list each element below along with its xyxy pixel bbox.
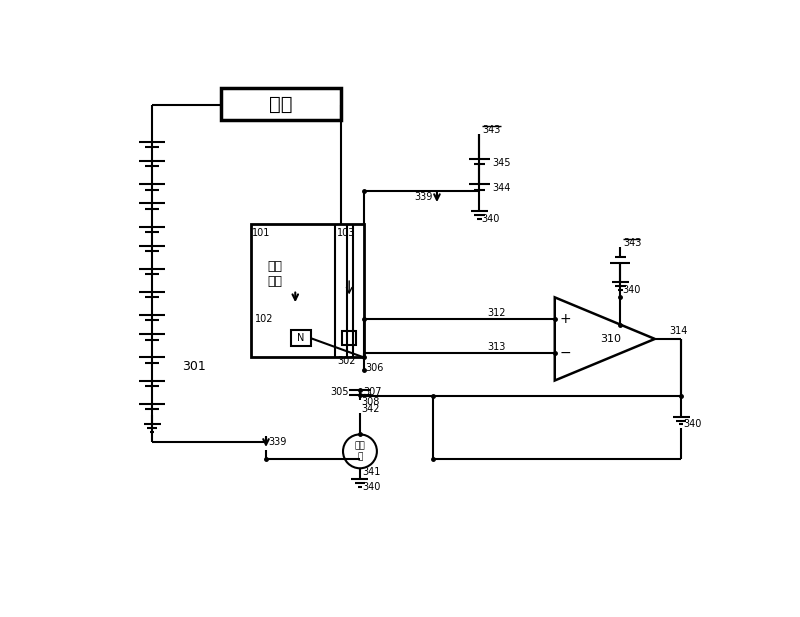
Text: 339: 339 <box>268 437 286 447</box>
Bar <box>290 331 310 346</box>
Text: 313: 313 <box>487 342 506 352</box>
Text: 308: 308 <box>362 397 380 407</box>
Text: 341: 341 <box>362 467 381 477</box>
Text: 电流
计: 电流 计 <box>354 442 366 461</box>
Text: 340: 340 <box>482 214 500 224</box>
Text: 343: 343 <box>623 238 642 249</box>
Text: 102: 102 <box>254 314 273 324</box>
Text: 101: 101 <box>252 228 270 238</box>
Text: 342: 342 <box>362 404 380 414</box>
Text: 310: 310 <box>601 334 622 344</box>
Text: 103: 103 <box>337 228 355 238</box>
Text: +: + <box>560 312 571 326</box>
Text: 340: 340 <box>622 284 641 295</box>
Text: 314: 314 <box>670 326 688 336</box>
Text: 340: 340 <box>362 482 381 492</box>
Text: 电流: 电流 <box>267 260 282 273</box>
Text: 305: 305 <box>330 387 349 397</box>
Text: 312: 312 <box>487 308 506 318</box>
Bar <box>222 88 341 120</box>
Text: 307: 307 <box>364 387 382 397</box>
Text: 方向: 方向 <box>267 275 282 288</box>
Text: 340: 340 <box>683 420 702 429</box>
Text: 306: 306 <box>366 363 384 373</box>
Text: 344: 344 <box>492 183 510 193</box>
Text: −: − <box>560 346 571 360</box>
Bar <box>342 331 356 345</box>
Text: 339: 339 <box>414 193 432 202</box>
Text: 负载: 负载 <box>270 94 293 114</box>
Bar <box>250 224 364 357</box>
Text: 343: 343 <box>482 125 501 135</box>
Text: 345: 345 <box>492 157 511 168</box>
Text: N: N <box>297 333 304 343</box>
Text: 302: 302 <box>337 356 355 366</box>
Text: 301: 301 <box>182 360 206 373</box>
